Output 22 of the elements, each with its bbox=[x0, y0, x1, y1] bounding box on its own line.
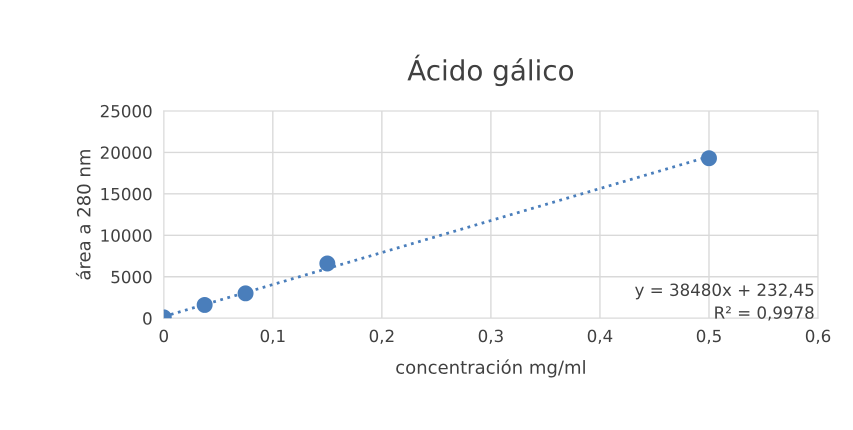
x-tick-label: 0,2 bbox=[370, 330, 394, 344]
y-tick-label: 20000 bbox=[100, 146, 152, 159]
point bbox=[238, 285, 254, 302]
y-tick-label: 10000 bbox=[101, 229, 152, 242]
x-tick-label: 0,1 bbox=[260, 330, 285, 344]
y-tick-label: 5000 bbox=[112, 270, 152, 284]
x-tick-label: 0 bbox=[160, 330, 168, 342]
point bbox=[701, 150, 717, 166]
y-tick-label: 0 bbox=[143, 312, 152, 325]
x-axis-title: concentración mg/ml bbox=[396, 359, 585, 378]
chart-title: Ácido gálico bbox=[407, 54, 574, 86]
x-tick-label: 0,6 bbox=[806, 330, 830, 344]
point bbox=[319, 256, 336, 272]
x-tick-label: 0,3 bbox=[478, 330, 503, 344]
x-tick-label: 0,5 bbox=[696, 330, 721, 344]
y-axis-title: área a 280 nm bbox=[76, 150, 91, 280]
point bbox=[196, 296, 213, 313]
annotation: y = 38480x + 232,45 bbox=[635, 283, 814, 300]
x-tick-label: 0,4 bbox=[588, 330, 612, 344]
annotation: R² = 0,9978 bbox=[715, 306, 814, 321]
y-tick-label: 25000 bbox=[100, 104, 152, 118]
y-tick-label: 15000 bbox=[101, 188, 152, 200]
